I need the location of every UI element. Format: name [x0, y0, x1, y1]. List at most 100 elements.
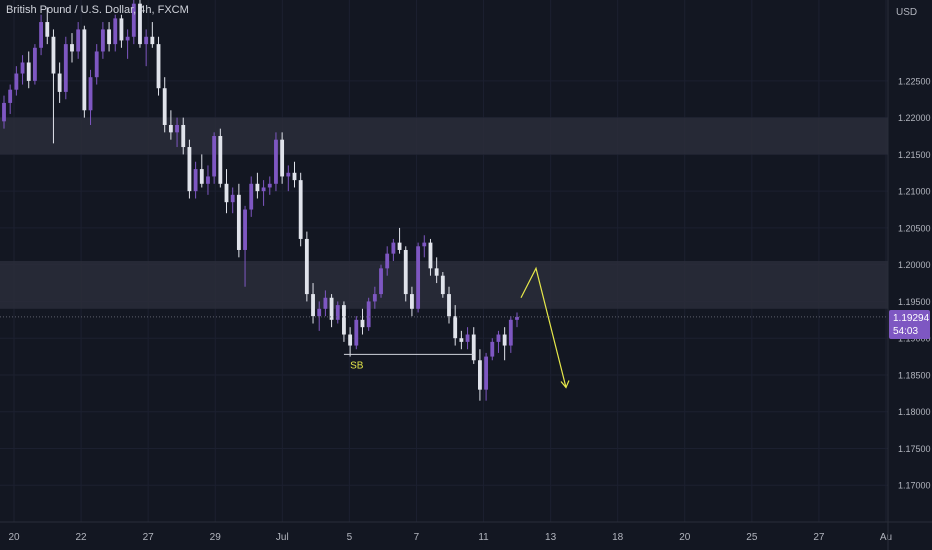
- candle-body: [20, 62, 25, 74]
- candle-body: [76, 29, 81, 52]
- candle-body: [125, 36, 130, 41]
- candle-body: [484, 356, 489, 390]
- candle-body: [224, 183, 229, 203]
- candle-body: [162, 88, 167, 125]
- candle-body: [502, 334, 507, 346]
- price-tick-label: 1.18500: [898, 370, 931, 380]
- candle-body: [51, 36, 56, 74]
- candle-body: [39, 22, 44, 48]
- price-tick-label: 1.17000: [898, 481, 931, 491]
- price-tick-label: 1.20000: [898, 260, 931, 270]
- candle-body: [8, 89, 13, 103]
- price-tick-label: 1.21500: [898, 150, 931, 160]
- candle-body: [193, 169, 198, 192]
- time-tick-label: 27: [143, 532, 155, 543]
- candle-body: [131, 3, 136, 37]
- price-tick-label: 1.17500: [898, 444, 931, 454]
- chart-title: British Pound / U.S. Dollar, 4h, FXCM: [6, 4, 189, 16]
- candle-body: [410, 294, 414, 309]
- candle-body: [94, 51, 99, 78]
- candle-body: [138, 3, 142, 45]
- candle-body: [471, 334, 476, 361]
- time-tick-label: Jul: [276, 532, 289, 543]
- candle-body: [150, 36, 155, 45]
- candle-body: [391, 242, 396, 254]
- candle-body: [243, 209, 247, 250]
- candle-body: [144, 36, 149, 45]
- candle-body: [199, 169, 204, 184]
- candle-body: [187, 147, 192, 192]
- time-tick-label: 27: [813, 532, 825, 543]
- candle-body: [459, 338, 464, 342]
- candle-body: [348, 334, 353, 346]
- time-tick-label: 7: [414, 532, 420, 543]
- candle-body: [416, 246, 421, 309]
- candle-body: [218, 136, 223, 184]
- candle-body: [45, 22, 50, 37]
- candle-body: [156, 44, 161, 89]
- candle-body: [261, 187, 266, 192]
- candle-body: [372, 294, 377, 302]
- candle-body: [428, 242, 433, 269]
- candle-body: [32, 47, 37, 81]
- candle-body: [286, 172, 291, 177]
- candle-body: [490, 341, 495, 357]
- bar-countdown: 54:03: [893, 326, 919, 337]
- candle-body: [100, 29, 105, 52]
- candle-body: [434, 268, 439, 276]
- candle-body: [477, 360, 482, 390]
- price-tick-label: 1.19500: [898, 297, 931, 307]
- candle-body: [366, 301, 371, 328]
- candle-body: [440, 275, 445, 295]
- time-tick-label: 5: [347, 532, 353, 543]
- price-tick-label: 1.21000: [898, 187, 931, 197]
- candle-body: [280, 139, 285, 177]
- candle-body: [397, 242, 402, 250]
- candle-body: [329, 297, 334, 320]
- sb-label: SB: [350, 360, 364, 371]
- candle-body: [515, 316, 519, 320]
- candle-body: [360, 319, 365, 328]
- time-tick-label: 18: [612, 532, 624, 543]
- candle-body: [107, 29, 111, 45]
- candle-body: [335, 305, 340, 320]
- currency-label: USD: [896, 7, 918, 18]
- time-tick-label: Au: [880, 532, 892, 543]
- candle-body: [447, 294, 451, 317]
- price-tick-label: 1.20500: [898, 223, 931, 233]
- last-price-value: 1.19294: [893, 313, 930, 324]
- last-price-badge: 1.19294 54:03: [889, 310, 930, 339]
- projection-arrowhead: [560, 380, 570, 389]
- time-tick-label: 20: [8, 532, 20, 543]
- candle-body: [14, 73, 19, 90]
- price-tick-label: 1.22500: [898, 76, 931, 86]
- projection-path: [520, 266, 567, 388]
- candle-body: [88, 77, 93, 111]
- candle-body: [119, 18, 124, 41]
- time-tick-label: 22: [76, 532, 88, 543]
- candle-body: [249, 183, 254, 210]
- candle-body: [496, 334, 501, 342]
- candle-body: [323, 297, 328, 309]
- candle-body: [212, 136, 217, 177]
- candle-body: [298, 180, 303, 239]
- candle-body: [63, 44, 68, 92]
- candle-body: [267, 183, 272, 188]
- candle-body: [379, 268, 383, 295]
- price-tick-label: 1.18000: [898, 407, 931, 417]
- candle-body: [403, 249, 408, 295]
- time-tick-label: 25: [746, 532, 758, 543]
- candle-body: [113, 18, 118, 45]
- candle-body: [422, 242, 427, 247]
- time-tick-label: 13: [545, 532, 557, 543]
- candle-body: [26, 62, 31, 81]
- candle-body: [175, 124, 179, 133]
- candle-body: [206, 176, 210, 184]
- candle-body: [292, 172, 297, 181]
- candle-body: [385, 253, 390, 269]
- candle-body: [168, 124, 173, 133]
- time-tick-label: 29: [210, 532, 222, 543]
- candle-body: [2, 102, 6, 122]
- candle-body: [230, 194, 235, 203]
